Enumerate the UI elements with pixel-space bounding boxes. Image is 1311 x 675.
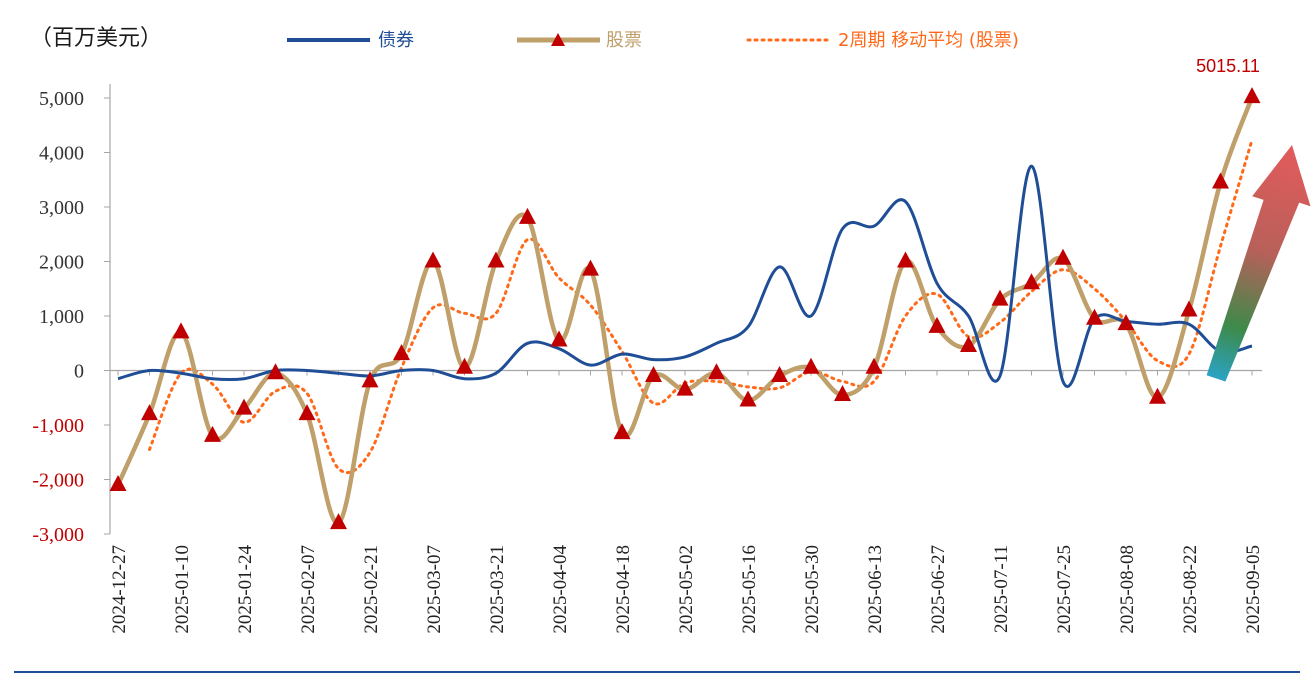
x-tick-label: 2025-05-02 — [676, 545, 697, 634]
equity-point-marker — [960, 335, 977, 352]
equity-point-marker — [1117, 314, 1135, 331]
equity-point-marker — [1086, 308, 1103, 325]
x-tick-label: 2025-07-25 — [1054, 545, 1075, 634]
legend-marker-equity — [551, 33, 565, 46]
equity-point-marker — [424, 251, 442, 268]
legend-item-moving-average: 2周期 移动平均 (股票) — [746, 30, 1019, 51]
peak-value-annotation: 5015.11 — [1196, 56, 1260, 76]
plot-area: 5015.11 — [109, 56, 1261, 530]
y-tick-label: 3,000 — [39, 197, 84, 219]
series-line-bond — [117, 164, 1253, 388]
equity-point-marker — [1149, 387, 1166, 404]
equity-point-marker — [1054, 248, 1072, 265]
x-tick-label: 2025-08-22 — [1180, 545, 1201, 634]
equity-point-marker — [330, 513, 347, 530]
x-tick-label: 2025-06-27 — [928, 545, 949, 634]
equity-point-marker — [519, 207, 536, 224]
x-tick-label: 2025-02-07 — [298, 545, 319, 634]
x-tick-label: 2025-06-13 — [865, 545, 886, 634]
equity-point-marker — [393, 344, 410, 361]
equity-point-marker — [1180, 300, 1198, 317]
equity-point-marker — [172, 322, 190, 339]
trend-arrow — [1206, 145, 1311, 382]
legend-item-equity: 股票 — [517, 30, 642, 51]
y-tick-label: 1,000 — [39, 306, 84, 328]
equity-point-marker — [802, 357, 820, 374]
legend-label-bond: 债券 — [378, 30, 414, 51]
equity-point-marker — [708, 363, 725, 380]
equity-point-marker — [928, 316, 946, 333]
y-tick-label: 5,000 — [39, 88, 84, 110]
equity-point-marker — [865, 357, 883, 374]
equity-point-marker — [487, 251, 505, 268]
legend-label-moving-average: 2周期 移动平均 (股票) — [838, 30, 1019, 51]
legend-label-equity: 股票 — [606, 30, 642, 51]
equity-point-marker — [834, 385, 851, 402]
y-axis: 5,000 4,000 3,000 2,000 1,000 0 -1,000 -2,000 -3… — [32, 84, 111, 546]
equity-point-marker — [109, 474, 127, 491]
equity-point-marker — [298, 404, 316, 421]
equity-point-marker — [456, 357, 473, 374]
equity-point-marker — [1023, 273, 1040, 290]
equity-point-marker — [991, 289, 1009, 306]
equity-point-marker — [141, 404, 158, 421]
y-tick-label: -3,000 — [32, 524, 84, 546]
x-tick-label: 2025-02-21 — [361, 545, 382, 634]
x-tick-label: 2025-03-07 — [424, 545, 445, 634]
equity-point-marker — [676, 379, 694, 396]
equity-point-marker — [897, 251, 914, 268]
series-line-equity — [115, 96, 1255, 526]
unit-label: （百万美元） — [30, 26, 162, 51]
y-tick-label: 4,000 — [39, 143, 84, 165]
equity-point-marker — [204, 425, 221, 442]
x-tick-label: 2025-08-08 — [1117, 545, 1138, 634]
y-tick-label: 0 — [74, 361, 84, 383]
equity-point-marker — [645, 365, 662, 382]
x-tick-label: 2025-03-21 — [487, 545, 508, 634]
equity-point-marker — [1212, 172, 1229, 189]
x-tick-label: 2025-01-24 — [235, 545, 256, 634]
equity-point-marker — [1243, 87, 1261, 104]
x-tick-label: 2024-12-27 — [109, 545, 130, 634]
equity-point-marker — [771, 365, 788, 382]
equity-point-marker — [361, 371, 379, 388]
x-tick-label: 2025-05-30 — [802, 545, 823, 634]
equity-point-marker — [235, 398, 253, 415]
x-tick-label: 2025-09-05 — [1243, 545, 1264, 634]
x-axis: 2024-12-27 2025-01-10 2025-01-24 2025-02-07… — [109, 369, 1264, 634]
equity-point-marker — [739, 390, 757, 407]
x-tick-label: 2025-01-10 — [172, 545, 193, 634]
x-tick-label: 2025-04-04 — [550, 545, 571, 634]
equity-point-marker — [582, 259, 599, 276]
legend-item-bond: 债券 — [287, 30, 414, 51]
x-tick-label: 2025-05-16 — [739, 545, 760, 634]
x-tick-label: 2025-04-18 — [613, 545, 634, 634]
legend: 债券 股票 2周期 移动平均 (股票) — [287, 30, 1019, 51]
y-tick-label: -2,000 — [32, 470, 84, 492]
y-tick-label: -1,000 — [32, 415, 84, 437]
equity-point-marker — [550, 330, 568, 347]
y-tick-label: 2,000 — [39, 252, 84, 274]
equity-point-marker — [267, 363, 284, 380]
equity-point-marker — [613, 423, 631, 440]
x-tick-label: 2025-07-11 — [991, 545, 1012, 633]
